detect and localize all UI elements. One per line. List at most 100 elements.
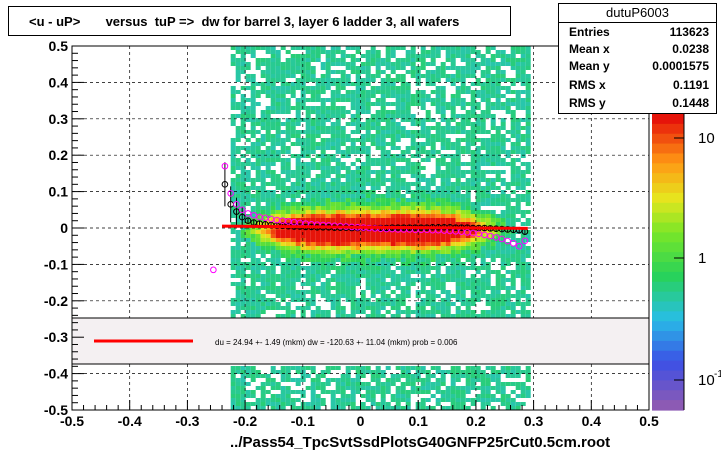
heatmap-cell (420, 66, 426, 70)
heatmap-cell (470, 266, 476, 270)
heatmap-cell (435, 266, 441, 270)
heatmap-cell (340, 218, 346, 222)
heatmap-cell (420, 290, 426, 294)
heatmap-cell (295, 246, 301, 250)
heatmap-cell (380, 150, 386, 154)
heatmap-cell (270, 402, 276, 406)
heatmap-cell (525, 102, 531, 106)
heatmap-cell (425, 398, 431, 402)
heatmap-cell (315, 134, 321, 138)
heatmap-cell (285, 166, 291, 170)
heatmap-cell (285, 82, 291, 86)
heatmap-cell (385, 218, 391, 222)
heatmap-cell (320, 270, 326, 274)
heatmap-cell (295, 130, 301, 134)
heatmap-cell (440, 102, 446, 106)
heatmap-cell (355, 186, 361, 190)
heatmap-cell (235, 206, 241, 210)
heatmap-cell (305, 238, 311, 242)
heatmap-cell (400, 46, 406, 50)
heatmap-cell (335, 50, 341, 54)
heatmap-cell (355, 230, 361, 234)
heatmap-cell (315, 242, 321, 246)
heatmap-cell (505, 406, 511, 410)
heatmap-cell (235, 182, 241, 186)
heatmap-cell (305, 166, 311, 170)
heatmap-cell (495, 154, 501, 158)
heatmap-cell (425, 258, 431, 262)
heatmap-cell (410, 174, 416, 178)
heatmap-cell (300, 198, 306, 202)
heatmap-cell (305, 254, 311, 258)
heatmap-cell (455, 114, 461, 118)
heatmap-cell (280, 166, 286, 170)
heatmap-cell (380, 402, 386, 406)
heatmap-cell (370, 58, 376, 62)
color-scale-swatch (652, 252, 684, 263)
heatmap-cell (255, 142, 261, 146)
heatmap-cell (305, 58, 311, 62)
heatmap-cell (380, 194, 386, 198)
heatmap-cell (230, 122, 236, 126)
heatmap-cell (480, 218, 486, 222)
heatmap-cell (375, 174, 381, 178)
heatmap-cell (400, 78, 406, 82)
heatmap-cell (245, 370, 251, 374)
heatmap-cell (440, 182, 446, 186)
heatmap-cell (460, 186, 466, 190)
heatmap-cell (230, 258, 236, 262)
heatmap-cell (330, 406, 336, 410)
heatmap-cell (340, 398, 346, 402)
heatmap-cell (485, 186, 491, 190)
heatmap-cell (450, 294, 456, 298)
heatmap-cell (405, 86, 411, 90)
color-scale-swatch (652, 271, 684, 283)
heatmap-cell (455, 194, 461, 198)
heatmap-cell (475, 82, 481, 86)
heatmap-cell (360, 274, 366, 278)
heatmap-cell (445, 122, 451, 126)
heatmap-cell (465, 286, 471, 290)
heatmap-cell (295, 82, 301, 86)
heatmap-cell (290, 126, 296, 130)
heatmap-cell (515, 70, 521, 74)
heatmap-cell (275, 186, 281, 190)
heatmap-cell (410, 62, 416, 66)
heatmap-cell (335, 398, 341, 402)
heatmap-cell (305, 234, 311, 238)
heatmap-cell (460, 210, 466, 214)
heatmap-cell (385, 170, 391, 174)
heatmap-cell (315, 54, 321, 58)
heatmap-cell (325, 262, 331, 266)
heatmap-cell (455, 198, 461, 202)
heatmap-cell (425, 198, 431, 202)
heatmap-cell (445, 386, 451, 390)
heatmap-cell (285, 50, 291, 54)
heatmap-cell (350, 58, 356, 62)
heatmap-cell (450, 234, 456, 238)
heatmap-cell (365, 190, 371, 194)
heatmap-cell (490, 218, 496, 222)
heatmap-cell (395, 378, 401, 382)
chart-title: <u - uP> versus tuP => dw for barrel 3, … (29, 14, 460, 29)
heatmap-cell (345, 246, 351, 250)
y-tick-label: 0.3 (49, 111, 69, 127)
heatmap-cell (410, 142, 416, 146)
heatmap-cell (310, 158, 316, 162)
heatmap-cell (335, 86, 341, 90)
heatmap-cell (340, 70, 346, 74)
heatmap-cell (265, 402, 271, 406)
heatmap-cell (260, 238, 266, 242)
heatmap-cell (335, 290, 341, 294)
heatmap-cell (330, 402, 336, 406)
heatmap-cell (460, 66, 466, 70)
heatmap-cell (375, 202, 381, 206)
heatmap-cell (335, 190, 341, 194)
heatmap-cell (480, 170, 486, 174)
heatmap-cell (315, 254, 321, 258)
heatmap-cell (290, 270, 296, 274)
heatmap-cell (480, 282, 486, 286)
heatmap-cell (295, 274, 301, 278)
heatmap-cell (510, 146, 516, 150)
heatmap-cell (525, 110, 531, 114)
